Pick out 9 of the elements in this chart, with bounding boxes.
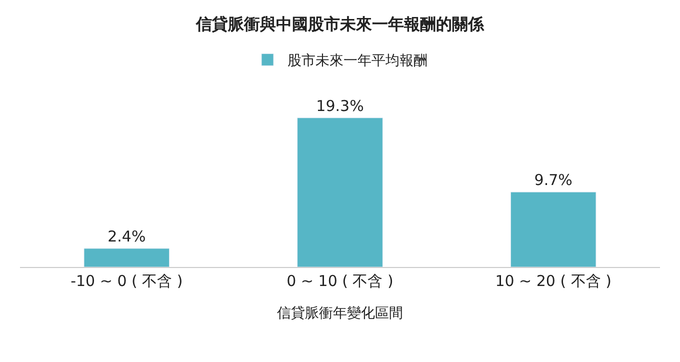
data-label: 9.7% bbox=[534, 171, 572, 190]
chart-title: 信貸脈衝與中國股市未來一年報酬的關係 bbox=[195, 14, 485, 34]
x-axis-title: 信貸脈衝年變化區間 bbox=[277, 305, 403, 322]
x-tick-label: 0 ~ 10 ( 不含 ) bbox=[286, 272, 394, 290]
data-label: 19.3% bbox=[316, 96, 364, 115]
data-label: 2.4% bbox=[108, 227, 146, 246]
x-tick-label: 10 ~ 20 ( 不含 ) bbox=[495, 272, 612, 290]
legend-label: 股市未來一年平均報酬 bbox=[288, 53, 428, 70]
x-tick-label: -10 ~ 0 ( 不含 ) bbox=[70, 272, 183, 290]
